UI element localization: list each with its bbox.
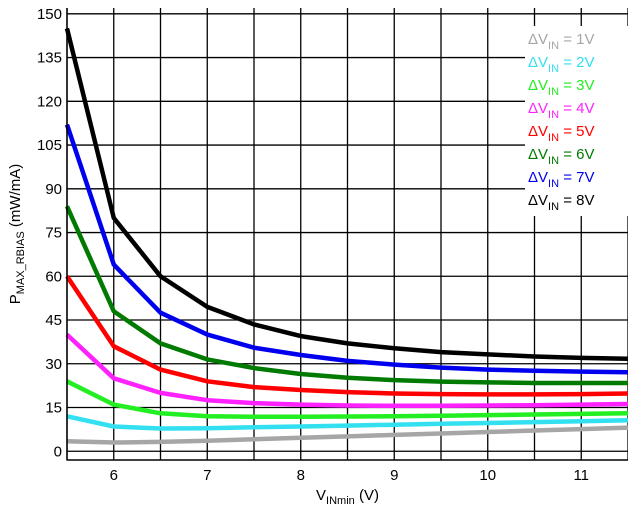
- x-tick-label: 10: [479, 467, 496, 484]
- y-axis-label: PMAX_RBIAS (mW/mA): [7, 164, 27, 304]
- x-tick-label: 7: [203, 467, 211, 484]
- y-tick-label: 15: [45, 400, 62, 417]
- y-tick-label: 105: [37, 137, 62, 154]
- legend-entry-7: ΔVIN = 7V: [528, 169, 594, 190]
- series-lines: [64, 27, 628, 445]
- x-tick-label: 11: [573, 467, 589, 484]
- x-tick-label: 8: [297, 467, 305, 484]
- legend-entry-1: ΔVIN = 1V: [528, 31, 594, 52]
- series-line-1: [66, 425, 628, 445]
- legend-entry-4: ΔVIN = 4V: [528, 100, 594, 121]
- series-line-7: [64, 123, 628, 375]
- x-tick-label: 9: [390, 467, 398, 484]
- legend-entry-3: ΔVIN = 3V: [528, 77, 594, 98]
- y-tick-label: 150: [37, 6, 62, 23]
- y-tick-label: 45: [45, 312, 62, 329]
- legend-entry-6: ΔVIN = 6V: [528, 146, 594, 167]
- y-tick-label: 120: [37, 93, 62, 110]
- legend-entry-5: ΔVIN = 5V: [528, 123, 594, 144]
- series-line-8: [64, 27, 628, 362]
- series-line-4: [65, 332, 628, 409]
- series-line-3: [65, 379, 628, 420]
- y-tick-label: 30: [45, 356, 62, 373]
- y-tick-label: 135: [37, 50, 62, 67]
- series-line-5: [65, 275, 628, 397]
- x-axis-label: VINmin (V): [316, 487, 379, 507]
- tick-labels: 6 7 8 9 10 11 0 15 30 45 60 75 90 105 120 135 150: [37, 6, 589, 484]
- y-tick-label: 60: [45, 268, 62, 285]
- x-tick-label: 6: [110, 467, 118, 484]
- series-line-6: [64, 205, 628, 386]
- series-line-2: [66, 414, 628, 431]
- y-tick-label: 0: [54, 443, 62, 460]
- axes: [66, 8, 628, 461]
- y-tick-label: 90: [45, 181, 62, 198]
- legend-background: [525, 26, 628, 216]
- legend-entry-2: ΔVIN = 2V: [528, 54, 594, 75]
- y-tick-label: 75: [45, 225, 62, 242]
- legend-entry-8: ΔVIN = 8V: [528, 192, 594, 213]
